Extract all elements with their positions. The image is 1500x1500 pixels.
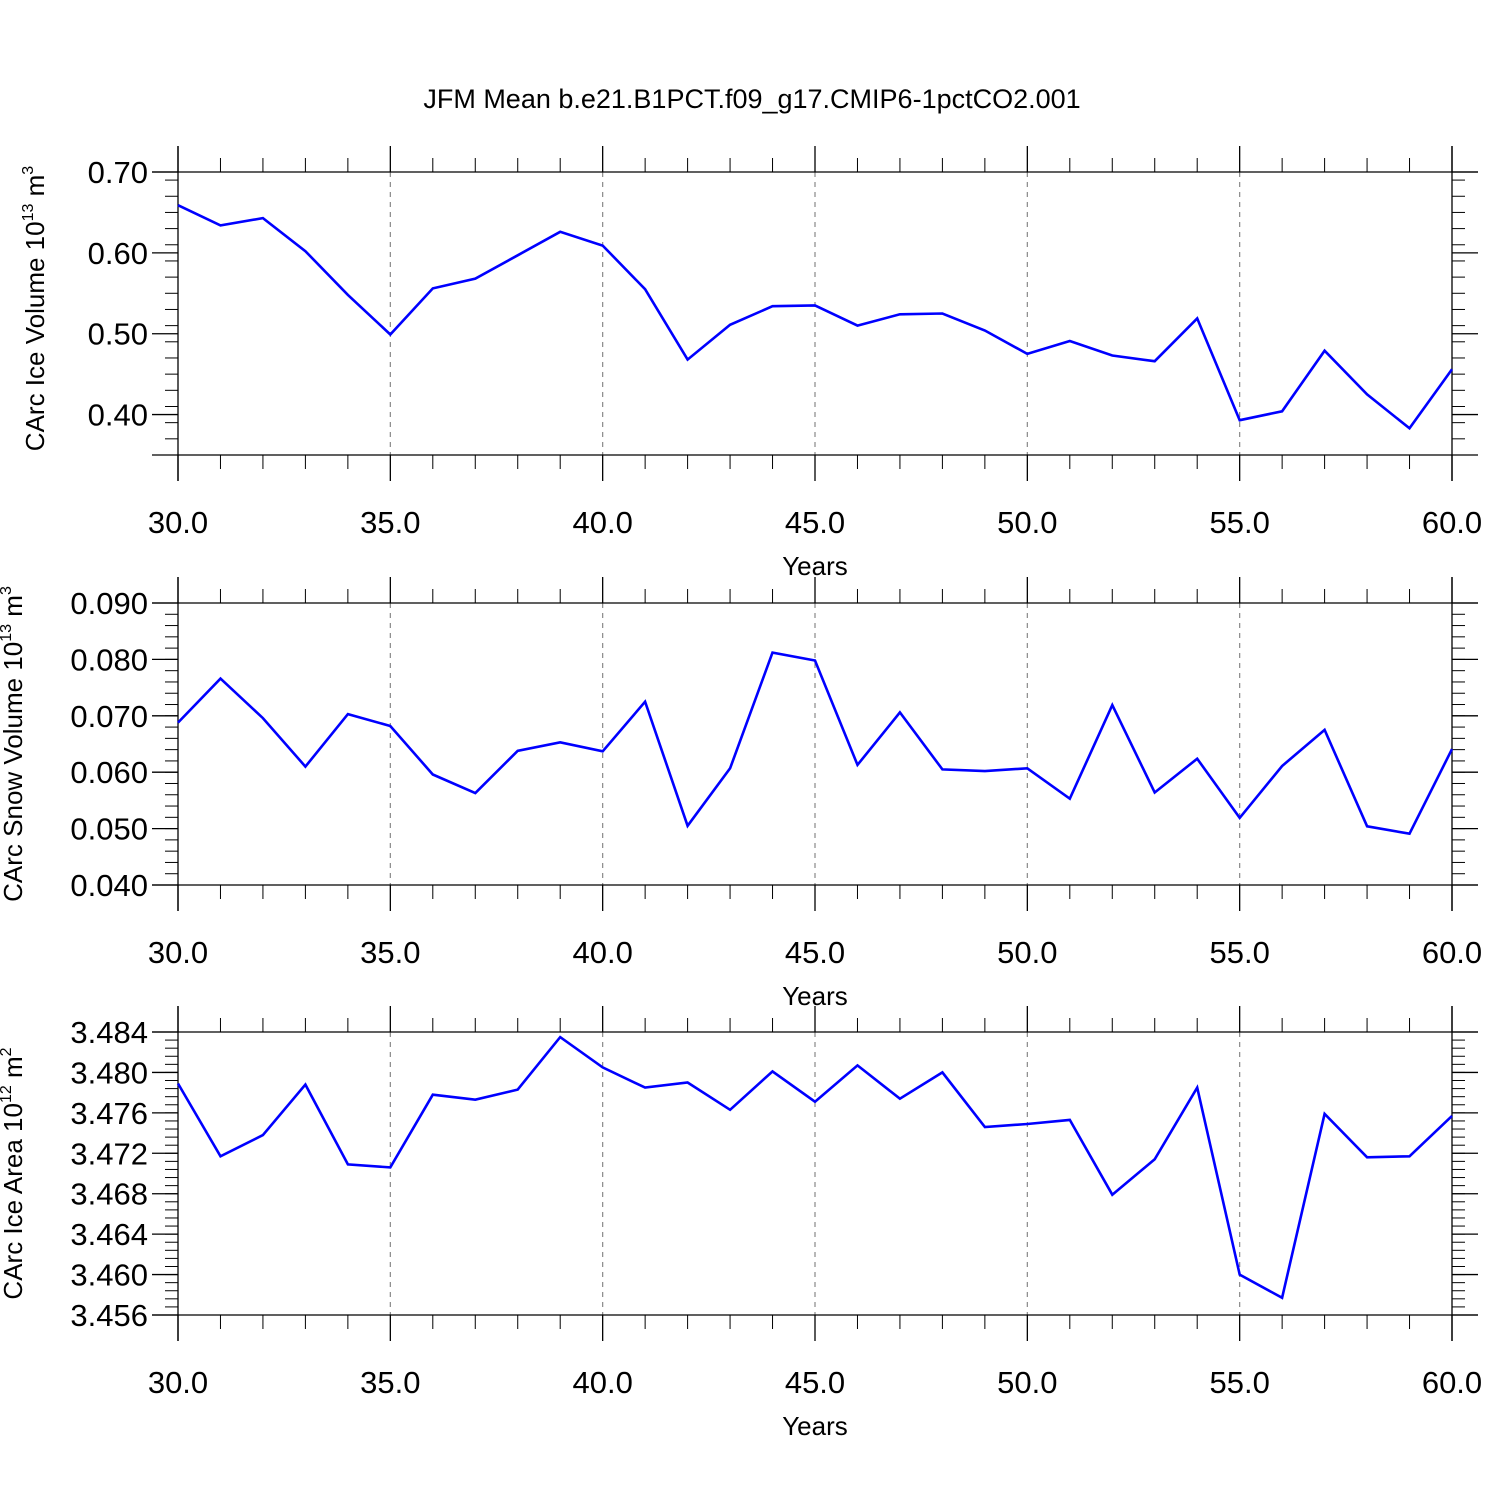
y-axis-label-superscript: 13 (20, 204, 37, 222)
y-axis-label: CArc Snow Volume 1013 m3 (0, 586, 28, 902)
y-axis-label-part: m (0, 1056, 28, 1085)
y-axis-label-superscript: 3 (20, 166, 37, 175)
y-tick-label: 0.050 (70, 812, 148, 847)
x-tick-label: 40.0 (572, 935, 632, 970)
y-axis-label-superscript: 12 (0, 1085, 15, 1103)
y-axis-label-part: m (0, 595, 28, 624)
y-tick-label: 0.090 (70, 586, 148, 621)
y-tick-label: 0.60 (88, 236, 148, 271)
y-axis-label-part: CArc Ice Volume 10 (20, 221, 50, 451)
y-axis-label-part: CArc Snow Volume 10 (0, 642, 28, 902)
x-axis-label: Years (782, 551, 848, 581)
x-axis-label: Years (782, 1411, 848, 1441)
chart-title: JFM Mean b.e21.B1PCT.f09_g17.CMIP6-1pctC… (423, 84, 1080, 114)
series-line (176, 1035, 1453, 1300)
x-tick-label: 35.0 (360, 1365, 420, 1400)
y-tick-label: 0.50 (88, 317, 148, 352)
x-tick-label: 50.0 (997, 935, 1057, 970)
x-tick-label: 30.0 (148, 505, 208, 540)
y-tick-label: 0.060 (70, 755, 148, 790)
x-tick-label: 40.0 (572, 505, 632, 540)
y-axis-label-part: m (20, 175, 50, 204)
y-tick-label: 3.464 (70, 1217, 148, 1252)
x-tick-label: 35.0 (360, 505, 420, 540)
x-tick-label: 60.0 (1422, 1365, 1482, 1400)
y-tick-label: 0.070 (70, 699, 148, 734)
x-tick-label: 60.0 (1422, 505, 1482, 540)
y-tick-label: 3.456 (70, 1298, 148, 1333)
panel-2: 0.040 0.050 0.060 0.070 0.080 0.090 30.0 35.0 40… (0, 577, 1482, 1011)
x-tick-label: 60.0 (1422, 935, 1482, 970)
series-line (177, 204, 1454, 431)
x-tick-label: 45.0 (785, 935, 845, 970)
x-tick-label: 55.0 (1209, 1365, 1269, 1400)
y-tick-label: 0.70 (88, 155, 148, 190)
y-tick-label: 0.40 (88, 398, 148, 433)
x-tick-label: 35.0 (360, 935, 420, 970)
y-tick-label: 3.468 (70, 1177, 148, 1212)
x-tick-label: 55.0 (1209, 935, 1269, 970)
y-tick-label: 3.476 (70, 1096, 148, 1131)
y-axis-label-superscript: 13 (0, 624, 15, 642)
y-axis-label: CArc Ice Area 1012 m2 (0, 1047, 28, 1299)
x-tick-label: 40.0 (572, 1365, 632, 1400)
series-line (177, 651, 1454, 836)
x-tick-label: 45.0 (785, 1365, 845, 1400)
y-tick-label: 3.460 (70, 1258, 148, 1293)
panels-layer: 0.40 0.50 0.60 0.70 30.0 35.0 40.0 45.0 50.0 55.0… (0, 146, 1482, 1441)
x-tick-label: 55.0 (1209, 505, 1269, 540)
x-tick-label: 30.0 (148, 935, 208, 970)
y-axis-label-superscript: 3 (0, 586, 15, 595)
x-tick-label: 45.0 (785, 505, 845, 540)
y-tick-label: 0.080 (70, 642, 148, 677)
y-tick-label: 3.484 (70, 1015, 148, 1050)
y-axis-label-part: CArc Ice Area 10 (0, 1103, 28, 1300)
x-tick-label: 50.0 (997, 1365, 1057, 1400)
y-tick-label: 0.040 (70, 868, 148, 903)
y-axis-label-superscript: 2 (0, 1047, 15, 1056)
panel-1: 0.40 0.50 0.60 0.70 30.0 35.0 40.0 45.0 50.0 55.0… (20, 146, 1482, 581)
x-tick-label: 30.0 (148, 1365, 208, 1400)
y-tick-label: 3.480 (70, 1055, 148, 1090)
x-tick-label: 50.0 (997, 505, 1057, 540)
y-tick-label: 3.472 (70, 1136, 148, 1171)
panel-3: 3.456 3.460 3.464 3.468 3.472 3.476 3.480 3.484… (0, 1006, 1482, 1441)
y-axis-label: CArc Ice Volume 1013 m3 (20, 166, 50, 451)
